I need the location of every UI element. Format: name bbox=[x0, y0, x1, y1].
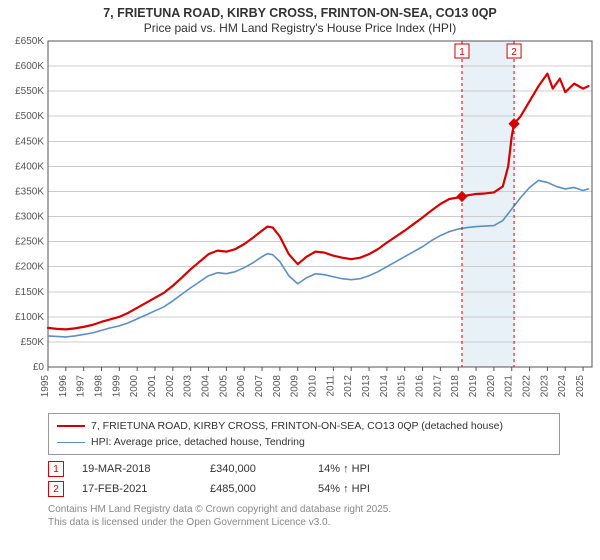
y-tick-label: £650K bbox=[15, 37, 44, 47]
note-date: 19-MAR-2018 bbox=[82, 463, 192, 475]
x-tick-label: 2000 bbox=[129, 375, 140, 398]
y-tick-label: £300K bbox=[15, 212, 44, 223]
x-tick-label: 1997 bbox=[76, 375, 87, 398]
x-tick-label: 2022 bbox=[522, 375, 533, 398]
x-tick-label: 2024 bbox=[557, 375, 568, 398]
note-row: 1 19-MAR-2018 £340,000 14% ↑ HPI bbox=[48, 461, 560, 477]
x-tick-label: 2011 bbox=[325, 375, 336, 397]
x-tick-label: 2004 bbox=[201, 375, 212, 398]
x-tick-label: 2023 bbox=[539, 375, 550, 398]
x-tick-label: 2009 bbox=[290, 375, 301, 398]
note-date: 17-FEB-2021 bbox=[82, 483, 192, 495]
x-tick-label: 2010 bbox=[308, 375, 319, 398]
x-tick-label: 2014 bbox=[379, 375, 390, 398]
y-tick-label: £550K bbox=[15, 86, 44, 97]
x-tick-label: 2012 bbox=[343, 375, 354, 398]
legend-box: 7, FRIETUNA ROAD, KIRBY CROSS, FRINTON-O… bbox=[48, 413, 560, 455]
footer-line2: This data is licensed under the Open Gov… bbox=[48, 516, 560, 529]
note-badge: 1 bbox=[48, 461, 64, 477]
footer-line1: Contains HM Land Registry data © Crown c… bbox=[48, 503, 560, 516]
x-tick-label: 2005 bbox=[218, 375, 229, 398]
chart-plot-area: £0 £50K £100K £150K £200K £250K £300K £350K £400… bbox=[0, 37, 600, 409]
y-tick-label: £500K bbox=[15, 111, 44, 122]
x-tick-label: 1999 bbox=[111, 375, 122, 398]
note-price: £485,000 bbox=[210, 483, 300, 495]
y-tick-label: £50K bbox=[21, 337, 45, 348]
chart-title: 7, FRIETUNA ROAD, KIRBY CROSS, FRINTON-O… bbox=[10, 6, 590, 20]
x-tick-label: 1998 bbox=[94, 375, 105, 398]
line-chart-svg: £0 £50K £100K £150K £200K £250K £300K £350K £400… bbox=[0, 37, 600, 409]
y-tick-label: £200K bbox=[15, 262, 44, 273]
x-tick-label: 2018 bbox=[450, 375, 461, 398]
legend-row: HPI: Average price, detached house, Tend… bbox=[57, 434, 551, 450]
x-tick-label: 2025 bbox=[575, 375, 586, 398]
note-hpi: 14% ↑ HPI bbox=[318, 463, 370, 475]
x-tick-label: 2001 bbox=[147, 375, 158, 398]
x-tick-label: 2002 bbox=[165, 375, 176, 398]
y-tick-label: £100K bbox=[15, 312, 44, 323]
legend-swatch bbox=[57, 425, 85, 427]
note-badge: 2 bbox=[48, 481, 64, 497]
y-tick-label: £350K bbox=[15, 186, 44, 197]
legend-row: 7, FRIETUNA ROAD, KIRBY CROSS, FRINTON-O… bbox=[57, 418, 551, 434]
sale-marker-badge: 2 bbox=[511, 47, 517, 58]
sale-notes: 1 19-MAR-2018 £340,000 14% ↑ HPI 2 17-FEB-202… bbox=[48, 461, 560, 497]
note-row: 2 17-FEB-2021 £485,000 54% ↑ HPI bbox=[48, 481, 560, 497]
x-tick-label: 2007 bbox=[254, 375, 265, 398]
y-tick-label: £400K bbox=[15, 161, 44, 172]
x-tick-label: 2021 bbox=[504, 375, 515, 398]
y-tick-label: £450K bbox=[15, 136, 44, 147]
x-tick-label: 2016 bbox=[415, 375, 426, 398]
legend-label: 7, FRIETUNA ROAD, KIRBY CROSS, FRINTON-O… bbox=[91, 418, 503, 434]
y-tick-label: £0 bbox=[33, 362, 45, 373]
y-tick-label: £150K bbox=[15, 287, 44, 298]
x-tick-label: 2006 bbox=[236, 375, 247, 398]
legend-swatch bbox=[57, 442, 85, 443]
x-tick-label: 2019 bbox=[468, 375, 479, 398]
note-price: £340,000 bbox=[210, 463, 300, 475]
footer-attribution: Contains HM Land Registry data © Crown c… bbox=[48, 503, 560, 529]
x-tick-label: 2013 bbox=[361, 375, 372, 398]
x-tick-label: 2020 bbox=[486, 375, 497, 398]
chart-subtitle: Price paid vs. HM Land Registry's House … bbox=[10, 21, 590, 35]
x-tick-label: 2008 bbox=[272, 375, 283, 398]
y-tick-label: £600K bbox=[15, 61, 44, 72]
legend-label: HPI: Average price, detached house, Tend… bbox=[91, 434, 305, 450]
x-tick-label: 2003 bbox=[183, 375, 194, 398]
x-tick-label: 2017 bbox=[432, 375, 443, 398]
x-tick-label: 1995 bbox=[40, 375, 51, 398]
x-tick-label: 1996 bbox=[58, 375, 69, 398]
note-hpi: 54% ↑ HPI bbox=[318, 483, 370, 495]
title-block: 7, FRIETUNA ROAD, KIRBY CROSS, FRINTON-O… bbox=[0, 0, 600, 37]
y-tick-label: £250K bbox=[15, 237, 44, 248]
x-tick-label: 2015 bbox=[397, 375, 408, 398]
chart-container: 7, FRIETUNA ROAD, KIRBY CROSS, FRINTON-O… bbox=[0, 0, 600, 560]
sale-marker-badge: 1 bbox=[459, 47, 465, 58]
